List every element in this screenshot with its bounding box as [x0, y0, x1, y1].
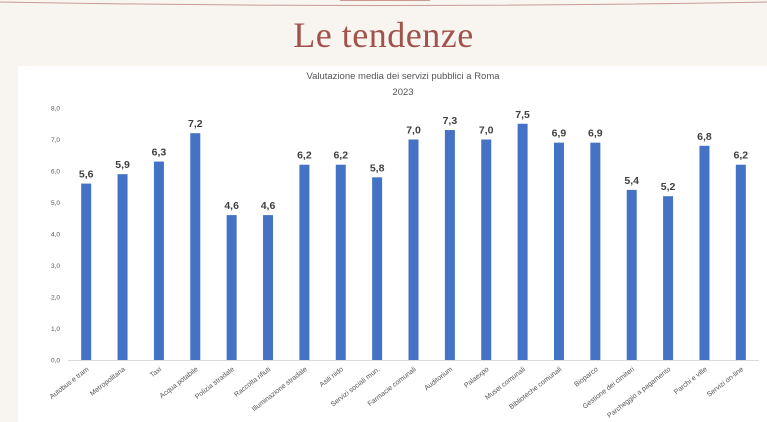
- slide-title: Le tendenze: [293, 15, 474, 55]
- y-tick-label: 6,0: [51, 169, 60, 176]
- bar: [735, 164, 746, 360]
- bar: [553, 142, 564, 360]
- bar: [335, 164, 346, 360]
- data-label: 5,2: [661, 181, 676, 193]
- bar: [626, 189, 637, 360]
- bar: [117, 174, 128, 360]
- chart-title: Valutazione media dei servizi pubblici a…: [306, 71, 500, 82]
- bars: [81, 123, 746, 360]
- chart-subtitle: 2023: [392, 87, 413, 98]
- bar: [299, 164, 310, 360]
- data-label: 5,9: [115, 159, 130, 171]
- bar: [263, 215, 274, 360]
- data-label: 7,5: [515, 109, 530, 121]
- bar: [190, 133, 201, 360]
- x-tick-label: Raccolta rifiuti: [233, 366, 272, 399]
- bar: [481, 139, 492, 360]
- x-tick-label: Auditorium: [423, 366, 454, 392]
- y-tick-label: 8,0: [51, 106, 60, 113]
- data-label: 6,2: [333, 150, 348, 162]
- x-tick-label: Servizi on-line: [706, 366, 745, 399]
- y-tick-label: 5,0: [51, 200, 60, 207]
- bar: [81, 183, 92, 360]
- data-label: 5,8: [370, 162, 385, 174]
- data-label: 6,9: [588, 128, 603, 140]
- y-tick-label: 3,0: [51, 263, 60, 270]
- x-tick-label: Metropolitana: [89, 366, 127, 398]
- y-tick-label: 2,0: [51, 295, 60, 302]
- y-axis: 0,0 1,0 2,0 3,0 4,0 5,0 6,0 7,0 8,0: [51, 106, 60, 365]
- x-tick-label: Autobus e tram: [49, 366, 91, 401]
- bar: [517, 123, 528, 360]
- bar: [226, 215, 237, 360]
- x-tick-label: Parchi e ville: [673, 366, 709, 396]
- x-tick-label: Palaexpo: [463, 366, 490, 390]
- data-label: 7,0: [479, 125, 494, 137]
- decorative-arc: [0, 0, 767, 6]
- y-tick-label: 7,0: [51, 137, 60, 144]
- data-label: 6,2: [297, 150, 312, 162]
- data-label: 5,6: [79, 169, 94, 181]
- x-tick-label: Taxi: [149, 366, 163, 379]
- data-label: 4,6: [261, 200, 276, 212]
- bar: [590, 142, 601, 360]
- bar: [699, 145, 710, 360]
- x-tick-label: Polizia stradale: [194, 366, 236, 401]
- data-label: 6,8: [697, 131, 712, 143]
- x-tick-label: Parcheggio a pagamento: [606, 366, 672, 420]
- y-tick-label: 4,0: [51, 232, 60, 239]
- bar: [372, 177, 383, 360]
- y-tick-label: 1,0: [51, 326, 60, 333]
- bar: [408, 139, 419, 360]
- y-tick-label: 0,0: [51, 358, 60, 365]
- x-tick-label: Bioparco: [573, 366, 599, 389]
- bar: [153, 161, 164, 360]
- data-labels: 5,6 5,9 6,3 7,2 4,6 4,6 6,2 6,2 5,8 7,0 7,3 7,0 7,5 6…: [79, 109, 748, 212]
- x-tick-label: Asili nido: [319, 366, 345, 389]
- data-label: 7,2: [188, 118, 203, 130]
- data-label: 5,4: [624, 175, 639, 187]
- data-label: 6,9: [552, 128, 567, 140]
- data-label: 6,2: [734, 150, 749, 162]
- data-label: 7,0: [406, 125, 421, 137]
- bar: [663, 196, 674, 360]
- bar-chart: Valutazione media dei servizi pubblici a…: [49, 71, 759, 420]
- data-label: 7,3: [443, 115, 458, 127]
- chart-panel: Valutazione media dei servizi pubblici a…: [18, 66, 767, 422]
- bar: [444, 130, 455, 360]
- data-label: 6,3: [152, 147, 167, 159]
- data-label: 4,6: [224, 200, 239, 212]
